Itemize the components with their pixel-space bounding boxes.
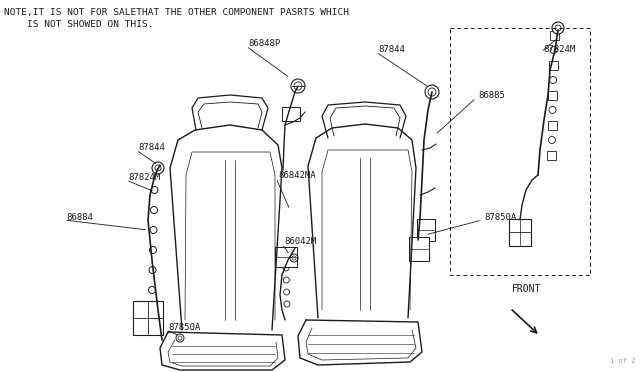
FancyBboxPatch shape	[547, 151, 556, 160]
Text: 87844: 87844	[378, 45, 405, 55]
FancyBboxPatch shape	[417, 219, 435, 241]
FancyBboxPatch shape	[509, 219, 531, 246]
FancyBboxPatch shape	[550, 31, 559, 39]
FancyBboxPatch shape	[548, 90, 557, 99]
Circle shape	[291, 79, 305, 93]
Text: 87850A: 87850A	[484, 214, 516, 222]
FancyBboxPatch shape	[282, 107, 300, 121]
Text: FRONT: FRONT	[512, 284, 541, 294]
FancyBboxPatch shape	[409, 237, 429, 261]
Text: 87824M: 87824M	[543, 45, 575, 55]
Text: 87844: 87844	[138, 144, 165, 153]
Text: 87824M: 87824M	[128, 173, 160, 183]
Text: 87850A: 87850A	[168, 324, 200, 333]
FancyBboxPatch shape	[549, 61, 558, 70]
FancyBboxPatch shape	[548, 121, 557, 129]
Text: 86842MA: 86842MA	[278, 171, 316, 180]
Text: 1 of 2: 1 of 2	[609, 358, 635, 364]
Text: 86848P: 86848P	[248, 39, 280, 48]
Text: IS NOT SHOWED ON THIS.: IS NOT SHOWED ON THIS.	[4, 20, 154, 29]
Circle shape	[425, 85, 439, 99]
Circle shape	[152, 162, 164, 174]
Circle shape	[552, 22, 564, 34]
FancyBboxPatch shape	[275, 247, 297, 267]
FancyBboxPatch shape	[133, 301, 163, 335]
Text: 86884: 86884	[66, 214, 93, 222]
Text: NOTE,IT IS NOT FOR SALETHAT THE OTHER COMPONENT PASRTS WHICH: NOTE,IT IS NOT FOR SALETHAT THE OTHER CO…	[4, 8, 349, 17]
Text: 86885: 86885	[478, 92, 505, 100]
Text: 86042M: 86042M	[284, 237, 316, 247]
